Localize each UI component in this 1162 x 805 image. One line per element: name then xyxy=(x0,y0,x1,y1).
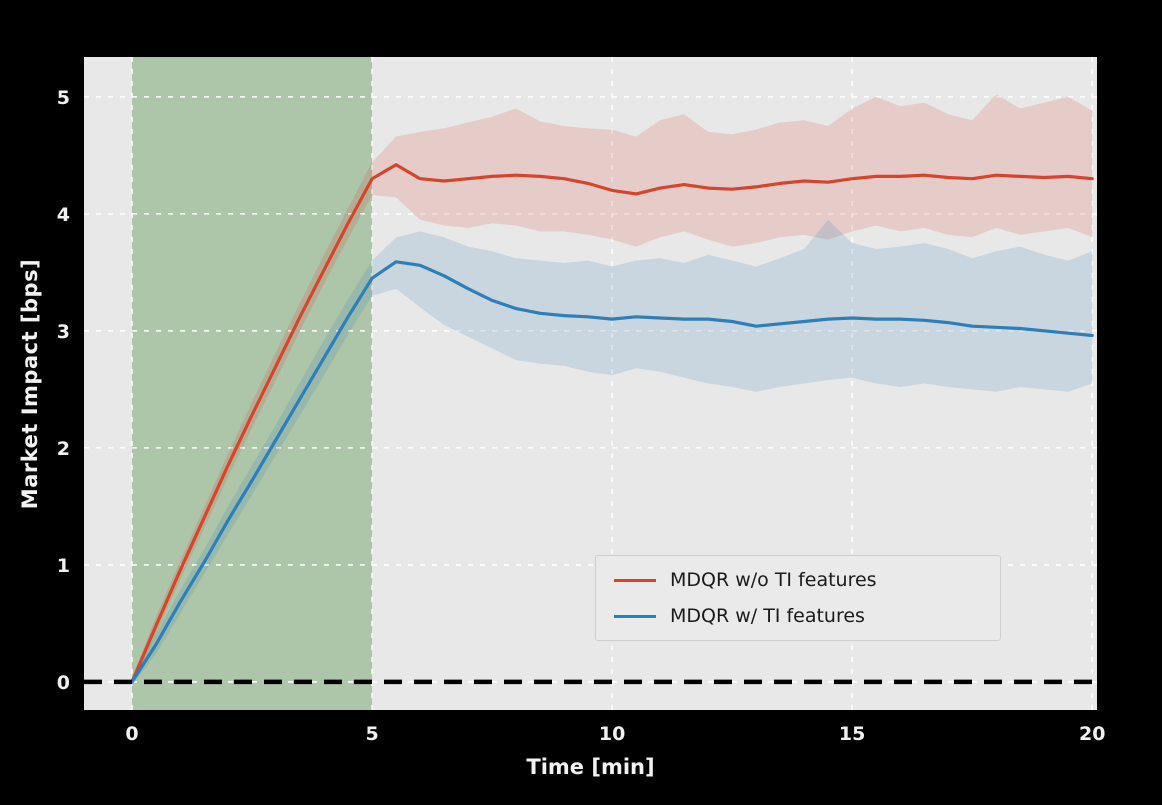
x-tick-label: 5 xyxy=(365,723,378,745)
x-tick-label: 20 xyxy=(1079,723,1105,745)
confidence-band-1 xyxy=(132,219,1093,686)
shaded-execution-region xyxy=(132,57,373,710)
confidence-band-0 xyxy=(132,94,1093,686)
y-tick-label: 1 xyxy=(57,555,70,577)
legend-label: MDQR w/ TI features xyxy=(670,604,865,627)
y-tick-label: 5 xyxy=(57,87,70,109)
y-axis-label: Market Impact [bps] xyxy=(18,258,42,510)
legend-label: MDQR w/o TI features xyxy=(670,568,877,591)
legend-item-mdqr-with-ti: MDQR w/ TI features xyxy=(614,603,982,629)
y-tick-label: 3 xyxy=(57,321,70,343)
legend-line-blue xyxy=(614,614,656,618)
series-line-1 xyxy=(130,260,1094,684)
x-tick-label: 15 xyxy=(839,723,865,745)
y-tick-label: 4 xyxy=(57,204,70,226)
legend: MDQR w/o TI features MDQR w/ TI features xyxy=(595,555,1001,641)
x-tick-label: 0 xyxy=(125,723,138,745)
legend-line-red xyxy=(614,578,656,582)
x-axis-label: Time [min] xyxy=(526,755,655,779)
x-tick-label: 10 xyxy=(599,723,625,745)
series-line-0 xyxy=(130,163,1094,684)
y-tick-label: 0 xyxy=(57,672,70,694)
legend-item-mdqr-without-ti: MDQR w/o TI features xyxy=(614,567,982,593)
y-tick-label: 2 xyxy=(57,438,70,460)
